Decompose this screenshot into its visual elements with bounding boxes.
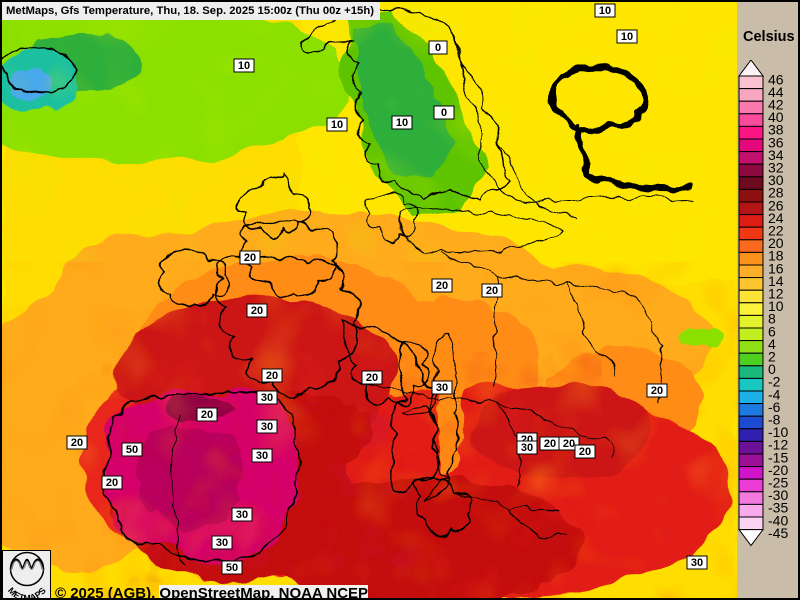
svg-text:20: 20 (244, 252, 256, 264)
svg-text:20: 20 (201, 409, 213, 421)
svg-text:30: 30 (216, 537, 228, 549)
svg-text:20: 20 (251, 305, 263, 317)
svg-text:30: 30 (436, 382, 448, 394)
svg-text:20: 20 (71, 437, 83, 449)
svg-text:20: 20 (544, 438, 556, 450)
svg-text:METMAPS: METMAPS (6, 585, 48, 600)
svg-text:30: 30 (521, 442, 533, 454)
svg-text:20: 20 (651, 385, 663, 397)
svg-text:20: 20 (436, 280, 448, 292)
svg-text:0: 0 (441, 107, 447, 119)
svg-text:30: 30 (256, 450, 268, 462)
svg-text:50: 50 (226, 562, 238, 574)
svg-text:50: 50 (126, 444, 138, 456)
svg-text:30: 30 (236, 509, 248, 521)
svg-text:10: 10 (599, 5, 611, 17)
svg-text:20: 20 (579, 446, 591, 458)
svg-text:20: 20 (366, 372, 378, 384)
svg-text:10: 10 (396, 117, 408, 129)
svg-text:30: 30 (261, 392, 273, 404)
svg-text:30: 30 (261, 421, 273, 433)
svg-text:10: 10 (238, 60, 250, 72)
svg-text:30: 30 (691, 557, 703, 569)
svg-text:0: 0 (435, 42, 441, 54)
svg-text:10: 10 (331, 119, 343, 131)
svg-text:20: 20 (486, 285, 498, 297)
svg-text:10: 10 (621, 31, 633, 43)
svg-text:20: 20 (106, 477, 118, 489)
svg-text:20: 20 (563, 438, 575, 450)
svg-text:-45: -45 (768, 525, 788, 541)
svg-text:20: 20 (266, 370, 278, 382)
